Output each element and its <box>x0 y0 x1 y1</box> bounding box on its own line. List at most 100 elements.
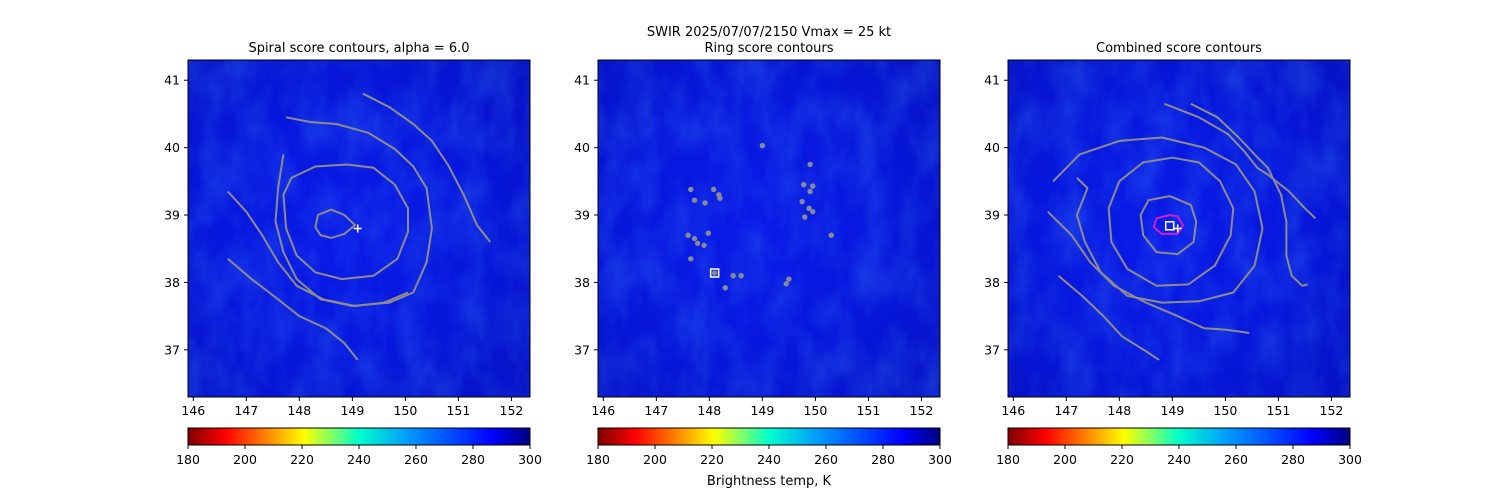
x-tick-label: 148 <box>697 403 721 418</box>
combined-max-contour <box>1152 213 1185 235</box>
y-tick-label: 38 <box>164 275 180 290</box>
score-contour <box>1107 156 1235 287</box>
axes-frame <box>597 59 941 398</box>
x-tick-label: 152 <box>500 403 524 418</box>
ring-contour-blob <box>702 200 708 206</box>
center-plus-marker <box>1173 224 1182 233</box>
ring-contour-blob <box>688 256 694 262</box>
colorbar-tick-label: 240 <box>347 452 371 467</box>
ring-contour-blob <box>759 142 766 149</box>
colorbar-tick-label: 300 <box>928 452 952 467</box>
score-contour <box>1190 102 1308 287</box>
ring-contour-blob <box>710 186 717 193</box>
ring-contour-blob <box>783 281 789 287</box>
colorbar-tick-label: 280 <box>1281 452 1305 467</box>
axes-frame <box>1007 59 1351 398</box>
y-tick-label: 41 <box>984 73 1000 88</box>
ring-contour-blob <box>802 214 808 220</box>
colorbar-tick-label: 180 <box>586 452 610 467</box>
x-tick-label: 147 <box>644 403 668 418</box>
ring-contour-blob <box>806 205 812 211</box>
plot-area <box>1008 60 1350 397</box>
ring-contour-blob <box>722 285 728 291</box>
y-tick-label: 40 <box>164 140 180 155</box>
ring-contour-blob <box>807 161 813 168</box>
y-tick-label: 39 <box>984 208 1000 223</box>
colorbar-tick-label: 180 <box>176 452 200 467</box>
x-tick-label: 152 <box>910 403 934 418</box>
y-tick-label: 38 <box>574 275 590 290</box>
panel-spiral: Spiral score contours, alpha = 6.0 146 147… <box>164 41 542 467</box>
ring-contour-blob <box>828 232 835 238</box>
center-plus-marker <box>353 224 362 233</box>
x-tick-label: 149 <box>1160 403 1184 418</box>
x-tick-label: 151 <box>856 403 880 418</box>
colorbar-tick-label: 180 <box>996 452 1020 467</box>
plot-area <box>598 60 940 397</box>
plot-area <box>188 60 530 397</box>
y-tick-label: 41 <box>574 73 590 88</box>
y-tick-label: 38 <box>984 275 1000 290</box>
colorbar <box>597 427 941 446</box>
x-tick-label: 148 <box>287 403 311 418</box>
cloud-texture <box>598 60 940 397</box>
score-contour <box>274 116 433 307</box>
panel-title: Ring score contours <box>704 41 833 56</box>
ring-contour-blob <box>711 270 718 276</box>
ring-contour-blob <box>717 195 723 201</box>
ring-contour-blob <box>786 276 792 282</box>
score-contour <box>227 258 359 361</box>
colorbar-tick-label: 240 <box>757 452 781 467</box>
colorbar-tick-label: 280 <box>461 452 485 467</box>
colorbar-tick-label: 260 <box>404 452 428 467</box>
x-tick-label: 147 <box>1054 403 1078 418</box>
x-tick-label: 152 <box>1320 403 1344 418</box>
colorbar-tick-label: 220 <box>1110 452 1134 467</box>
ring-contour-blob <box>688 186 694 193</box>
colorbar-tick-label: 300 <box>1338 452 1362 467</box>
colorbar-tick-label: 200 <box>233 452 257 467</box>
center-square-marker <box>1164 221 1175 231</box>
panel-combined: Combined score contours 146 147 148 149 150 15… <box>984 41 1362 467</box>
colorbar-tick-label: 220 <box>290 452 314 467</box>
score-contour <box>1052 136 1264 304</box>
x-tick-label: 146 <box>181 403 205 418</box>
ring-contour-blob <box>799 198 805 205</box>
y-tick-label: 40 <box>984 140 1000 155</box>
colorbar-label: Brightness temp, K <box>707 474 832 489</box>
ring-contour-blob <box>691 197 698 203</box>
colorbar <box>187 427 531 446</box>
center-square-marker <box>709 268 720 278</box>
colorbar-tick-label: 200 <box>643 452 667 467</box>
panel-ring: Ring score contours 146 147 148 149 150 151 152… <box>574 41 952 467</box>
score-contour <box>227 190 409 307</box>
x-tick-label: 146 <box>591 403 615 418</box>
colorbar-tick-label: 200 <box>1053 452 1077 467</box>
y-tick-label: 37 <box>164 342 180 357</box>
x-tick-label: 146 <box>1001 403 1025 418</box>
x-tick-label: 149 <box>750 403 774 418</box>
colorbar <box>1007 427 1351 446</box>
ring-contour-blob <box>705 230 711 236</box>
axes-frame <box>187 59 531 398</box>
ring-contour-blob <box>691 235 698 242</box>
y-tick-label: 37 <box>984 342 1000 357</box>
score-contour <box>314 208 356 239</box>
colorbar-tick-label: 240 <box>1167 452 1191 467</box>
x-tick-label: 150 <box>1213 403 1237 418</box>
ring-contour-blob <box>738 272 744 279</box>
y-tick-label: 39 <box>164 208 180 223</box>
panel-title: Spiral score contours, alpha = 6.0 <box>248 41 469 56</box>
ring-contour-blob <box>807 188 813 195</box>
score-contour <box>362 92 491 243</box>
colorbar-tick-label: 280 <box>871 452 895 467</box>
x-tick-label: 148 <box>1107 403 1131 418</box>
x-tick-label: 151 <box>446 403 470 418</box>
score-contour <box>1057 274 1160 361</box>
score-contour <box>1139 195 1198 256</box>
ring-contour-blob <box>730 272 736 279</box>
colorbar-tick-label: 220 <box>700 452 724 467</box>
x-tick-label: 151 <box>1266 403 1290 418</box>
colorbar-tick-label: 300 <box>518 452 542 467</box>
